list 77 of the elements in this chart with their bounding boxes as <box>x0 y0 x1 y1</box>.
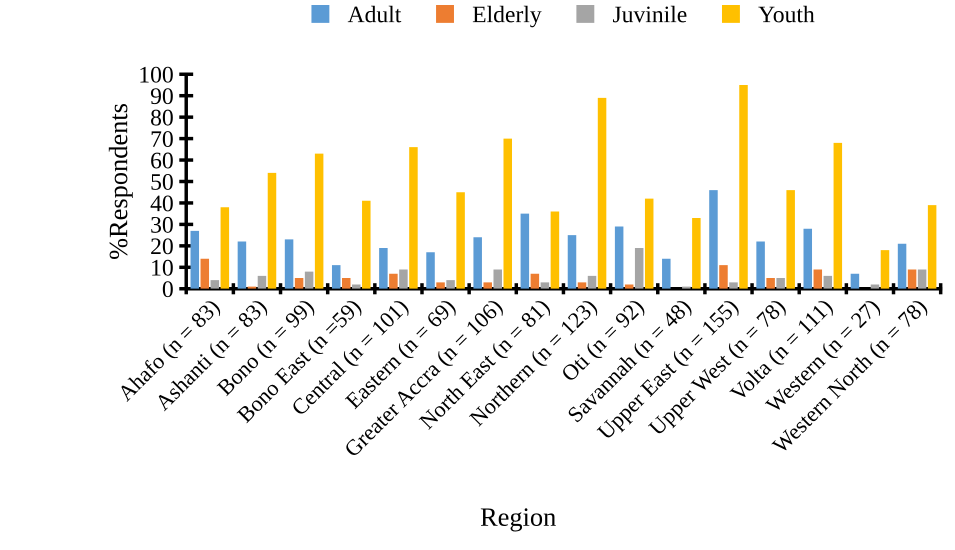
bar <box>898 244 906 289</box>
y-tick-label: 0 <box>162 281 173 298</box>
bar <box>908 269 916 289</box>
bar <box>389 274 398 289</box>
bar <box>928 205 936 289</box>
y-tick-label: 30 <box>151 216 173 233</box>
bar <box>588 276 596 289</box>
bar <box>786 190 795 289</box>
bar <box>719 265 728 289</box>
bar <box>332 265 340 289</box>
bar <box>530 274 540 289</box>
bar <box>834 142 842 289</box>
bar <box>804 228 812 289</box>
bar <box>268 172 276 289</box>
bar <box>756 242 765 289</box>
legend-label: Youth <box>758 6 814 22</box>
bar <box>520 214 530 289</box>
bar <box>190 230 200 289</box>
bar <box>456 192 465 289</box>
bar <box>598 98 606 289</box>
bar <box>662 258 671 289</box>
bar <box>776 278 785 289</box>
bar <box>473 237 482 289</box>
bar <box>503 138 512 289</box>
bar <box>880 250 890 289</box>
y-tick-label: 20 <box>151 238 173 254</box>
legend-label: Elderly <box>472 6 542 28</box>
y-tick-label: 50 <box>151 174 173 190</box>
bar <box>342 278 351 289</box>
y-axis-title: %Respondents <box>108 104 133 260</box>
y-tick-label: 100 <box>140 66 173 83</box>
y-tick-label: 70 <box>152 131 173 148</box>
bar <box>850 274 860 289</box>
bar <box>483 282 492 289</box>
bar <box>258 276 266 289</box>
bar <box>379 248 388 289</box>
bar <box>436 282 445 289</box>
bar <box>550 212 560 289</box>
bar <box>409 147 418 289</box>
bar <box>578 282 586 289</box>
bar <box>614 226 624 289</box>
bar <box>399 269 408 289</box>
bar <box>644 198 654 289</box>
x-axis-title: Region <box>480 508 556 532</box>
bar <box>729 282 738 289</box>
bar <box>314 154 324 289</box>
bar <box>814 269 822 289</box>
bar <box>766 278 775 289</box>
bar <box>304 272 314 289</box>
bar <box>352 284 361 289</box>
bar <box>624 284 634 289</box>
bar <box>824 276 832 289</box>
bar <box>739 84 748 289</box>
bar <box>870 284 880 289</box>
bar <box>426 252 435 289</box>
bar <box>709 190 718 289</box>
bar <box>446 280 455 289</box>
y-tick-label: 60 <box>151 152 173 168</box>
y-tick-label: 90 <box>150 88 173 104</box>
bar <box>493 269 502 289</box>
bar <box>284 239 294 289</box>
bar <box>200 258 210 289</box>
bar <box>918 269 926 289</box>
bar <box>568 235 576 289</box>
bar <box>692 218 701 289</box>
legend-label: Juvinile <box>612 6 686 22</box>
legend-label: Adult <box>348 6 402 22</box>
bar <box>210 280 220 289</box>
bar <box>294 278 304 289</box>
bar <box>634 248 644 289</box>
bar <box>220 207 230 289</box>
y-tick-label: 40 <box>150 195 173 212</box>
y-tick-label: 80 <box>151 110 173 126</box>
y-tick-label: 10 <box>152 260 173 276</box>
bar <box>238 242 246 289</box>
bar <box>540 282 550 289</box>
bar <box>362 200 371 289</box>
